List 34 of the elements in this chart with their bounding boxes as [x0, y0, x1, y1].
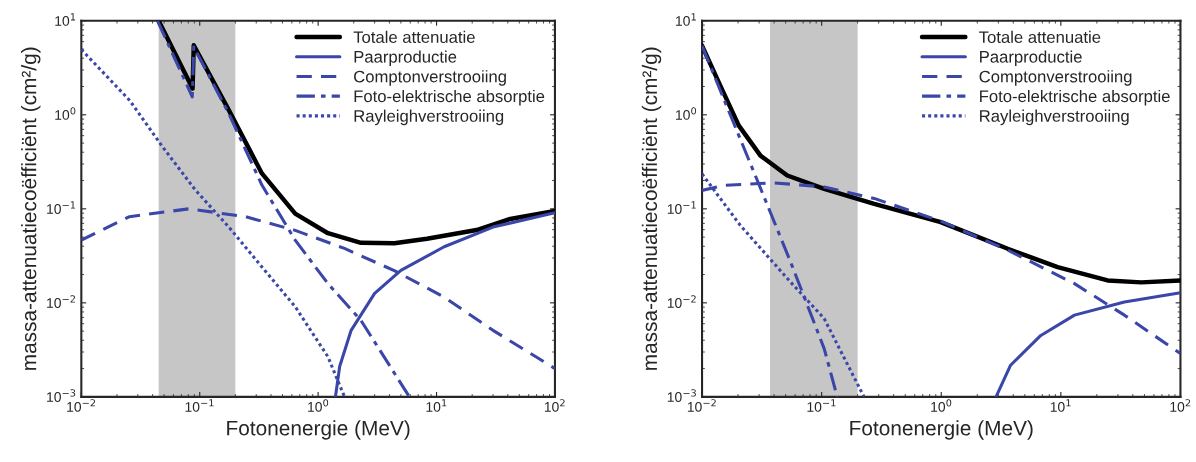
y-tick-label: 10$^{1}$ [676, 13, 696, 26]
legend-label: Totale attenuatie [353, 30, 475, 44]
x-tick-label: 10$^{1}$ [1050, 399, 1071, 412]
legend-label: Paarproductie [980, 50, 1082, 67]
y-tick-label: 10$^{−3}$ [47, 389, 76, 402]
legend-label: Comptonverstrooiing [354, 70, 506, 86]
x-tick-label: 10$^{0}$ [308, 399, 329, 412]
x-tick-label: 10$^{1}$ [426, 399, 447, 412]
legend-label: Comptonverstrooiing [979, 70, 1132, 86]
y-tick-label: 10$^{0}$ [676, 107, 697, 120]
x-tick-label: 10$^{0}$ [931, 399, 952, 412]
x-tick-label: 10$^{2}$ [544, 399, 565, 412]
x-tick-label: 10$^{−1}$ [807, 399, 836, 412]
y-tick-label: 10$^{1}$ [55, 13, 76, 26]
y-tick-label: 10$^{−3}$ [667, 389, 696, 402]
y-tick-label: 10$^{−2}$ [667, 295, 696, 308]
y-tick-label: 10$^{−1}$ [667, 201, 696, 214]
x-axis-title: Fotonenergie (MeV) [227, 420, 410, 440]
x-axis-title: Fotonenergie (MeV) [850, 420, 1033, 440]
x-tick-label: 10$^{−1}$ [185, 399, 214, 412]
x-tick-label: 10$^{−2}$ [687, 399, 716, 412]
y-tick-label: 10$^{−1}$ [47, 201, 76, 214]
y-tick-label: 10$^{0}$ [55, 107, 76, 120]
legend-label: Rayleighverstrooiing [980, 109, 1129, 126]
legend-label: Paarproductie [354, 50, 457, 67]
y-axis-title: massa-attenuatiecoëfficiënt (cm²/g) [641, 47, 662, 370]
legend-label: Rayleighverstrooiing [354, 109, 504, 126]
legend-label: Foto-elektrische absorptie [354, 89, 545, 106]
y-tick-label: 10$^{−2}$ [47, 295, 75, 308]
y-axis-title: massa-attenuatiecoëfficiënt (cm²/g) [21, 47, 41, 370]
legend-label: Foto-elektrische absorptie [980, 89, 1170, 106]
x-tick-label: 10$^{2}$ [1170, 399, 1191, 412]
x-tick-label: 10$^{−2}$ [67, 399, 96, 412]
legend-label: Totale attenuatie [979, 30, 1101, 44]
